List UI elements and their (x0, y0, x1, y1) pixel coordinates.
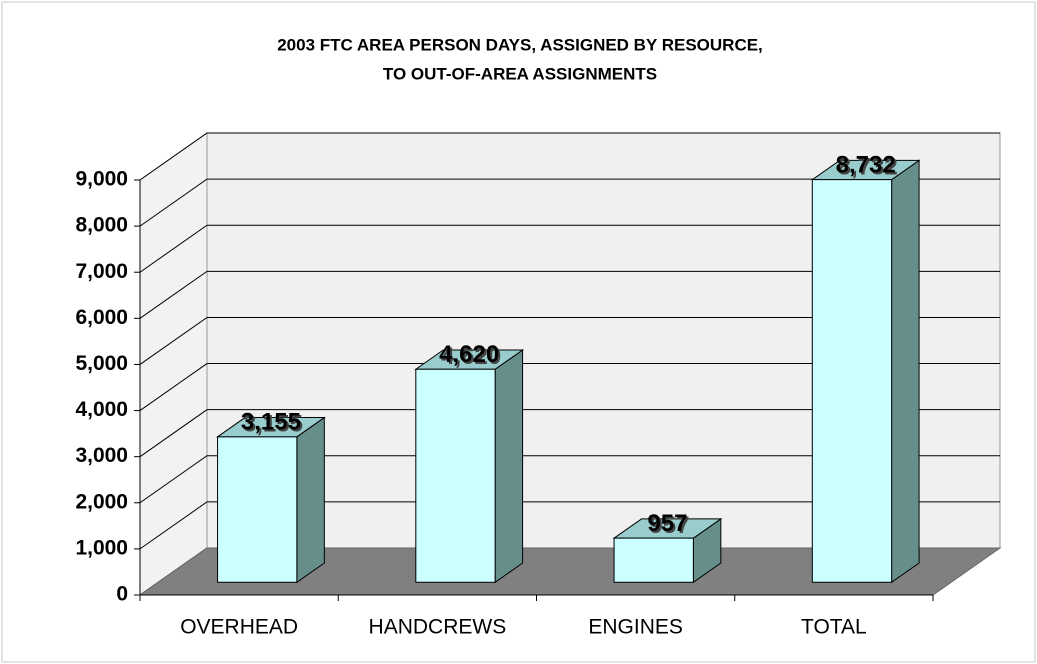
grid-line (139, 316, 1000, 365)
y-tick-label: 3,000 (75, 444, 128, 467)
grid-line (139, 132, 1000, 181)
value-label: 8,732 (838, 153, 898, 180)
value-label: 3,155 (243, 411, 303, 438)
value-label: 8,732 (836, 151, 896, 178)
bar-side (891, 159, 920, 584)
y-tick-label: 7,000 (75, 260, 128, 283)
value-label: 4,620 (439, 341, 499, 368)
bar (217, 436, 298, 583)
grid-line (139, 409, 1000, 458)
x-tick-label: HANDCREWS (369, 616, 507, 639)
y-tick-label: 6,000 (75, 306, 128, 329)
grid-line (139, 455, 1000, 504)
value-label: 957 (649, 512, 689, 539)
grid-line (139, 178, 1000, 227)
y-tick-label: 8,000 (75, 214, 128, 237)
grid-line (139, 501, 1000, 550)
grid-line (139, 270, 1000, 319)
y-tick-label: 2,000 (75, 490, 128, 513)
chart-title: 2003 FTC AREA PERSON DAYS, ASSIGNED BY R… (277, 35, 763, 54)
bar (415, 368, 496, 583)
y-tick-label: 1,000 (75, 536, 128, 559)
bar-side (296, 416, 325, 584)
y-tick-label: 4,000 (75, 398, 128, 421)
x-tick-label: ENGINES (588, 616, 683, 639)
grid-line (139, 224, 1000, 273)
value-label: 3,155 (241, 409, 301, 436)
y-tick-label: 5,000 (75, 352, 128, 375)
x-tick-label: OVERHEAD (180, 616, 298, 639)
chart-title: TO OUT-OF-AREA ASSIGNMENTS (383, 64, 657, 83)
value-label: 4,620 (441, 343, 501, 370)
bar (811, 179, 893, 583)
bar-side (494, 349, 524, 584)
grid-line (139, 363, 1000, 411)
y-tick-label: 0 (116, 583, 128, 606)
x-tick-label: TOTAL (801, 616, 867, 639)
y-tick-label: 9,000 (75, 168, 128, 191)
bar (613, 537, 694, 583)
value-label: 957 (647, 510, 687, 537)
